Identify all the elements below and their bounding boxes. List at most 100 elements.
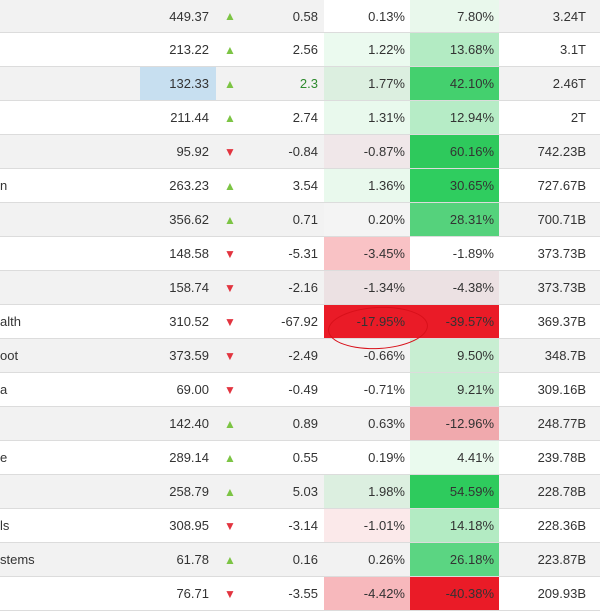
price-cell: 148.58 xyxy=(140,236,216,271)
market-cap-cell: 228.36B xyxy=(499,508,600,543)
table-row[interactable]: stems 61.78 ▲ 0.16 0.26% 26.18% 223.87B xyxy=(0,542,600,577)
company-name xyxy=(0,32,140,67)
ytd-change-cell: 12.94% xyxy=(410,100,499,135)
triangle-up-icon: ▲ xyxy=(216,440,244,475)
ytd-change-cell: 9.21% xyxy=(410,372,499,407)
company-name xyxy=(0,202,140,237)
percent-change-cell: -17.95% xyxy=(324,304,410,339)
table-row[interactable]: e 289.14 ▲ 0.55 0.19% 4.41% 239.78B xyxy=(0,440,600,475)
percent-change-cell: 0.26% xyxy=(324,542,410,577)
ytd-change-cell: 60.16% xyxy=(410,134,499,169)
table-row[interactable]: 449.37 ▲ 0.58 0.13% 7.80% 3.24T xyxy=(0,0,600,33)
price-cell: 310.52 xyxy=(140,304,216,339)
ytd-change-cell: -39.57% xyxy=(410,304,499,339)
price-cell: 95.92 xyxy=(140,134,216,169)
triangle-up-icon: ▲ xyxy=(216,168,244,203)
company-name xyxy=(0,134,140,169)
change-cell: -67.92 xyxy=(244,304,324,339)
price-cell: 61.78 xyxy=(140,542,216,577)
table-row[interactable]: 76.71 ▼ -3.55 -4.42% -40.38% 209.93B xyxy=(0,576,600,611)
price-cell: 289.14 xyxy=(140,440,216,475)
table-row[interactable]: 148.58 ▼ -5.31 -3.45% -1.89% 373.73B xyxy=(0,236,600,271)
ytd-change-cell: 9.50% xyxy=(410,338,499,373)
table-row[interactable]: 158.74 ▼ -2.16 -1.34% -4.38% 373.73B xyxy=(0,270,600,305)
table-row[interactable]: oot 373.59 ▼ -2.49 -0.66% 9.50% 348.7B xyxy=(0,338,600,373)
triangle-down-icon: ▼ xyxy=(216,576,244,611)
table-row[interactable]: 95.92 ▼ -0.84 -0.87% 60.16% 742.23B xyxy=(0,134,600,169)
change-cell: 0.71 xyxy=(244,202,324,237)
triangle-up-icon: ▲ xyxy=(216,202,244,237)
change-cell: 0.58 xyxy=(244,0,324,33)
ytd-change-cell: 30.65% xyxy=(410,168,499,203)
percent-change-cell: -1.34% xyxy=(324,270,410,305)
change-cell: 0.89 xyxy=(244,406,324,441)
table-row[interactable]: alth 310.52 ▼ -67.92 -17.95% -39.57% 369.37B xyxy=(0,304,600,339)
change-cell: 3.54 xyxy=(244,168,324,203)
company-name: oot xyxy=(0,338,140,373)
change-cell: -0.84 xyxy=(244,134,324,169)
ytd-change-cell: 28.31% xyxy=(410,202,499,237)
percent-change-cell: 0.63% xyxy=(324,406,410,441)
table-row[interactable]: 213.22 ▲ 2.56 1.22% 13.68% 3.1T xyxy=(0,32,600,67)
table-row[interactable]: 258.79 ▲ 5.03 1.98% 54.59% 228.78B xyxy=(0,474,600,509)
percent-change-cell: 0.19% xyxy=(324,440,410,475)
percent-change-cell: 1.22% xyxy=(324,32,410,67)
ytd-change-cell: 54.59% xyxy=(410,474,499,509)
table-row[interactable]: ls 308.95 ▼ -3.14 -1.01% 14.18% 228.36B xyxy=(0,508,600,543)
market-cap-cell: 209.93B xyxy=(499,576,600,611)
ytd-change-cell: -12.96% xyxy=(410,406,499,441)
triangle-down-icon: ▼ xyxy=(216,134,244,169)
percent-change-cell: -0.71% xyxy=(324,372,410,407)
change-cell: 0.55 xyxy=(244,440,324,475)
market-cap-cell: 373.73B xyxy=(499,270,600,305)
price-cell: 373.59 xyxy=(140,338,216,373)
price-cell: 76.71 xyxy=(140,576,216,611)
triangle-up-icon: ▲ xyxy=(216,100,244,135)
percent-change-cell: 1.31% xyxy=(324,100,410,135)
triangle-up-icon: ▲ xyxy=(216,66,244,101)
table-row[interactable]: 132.33 ▲ 2.3 1.77% 42.10% 2.46T xyxy=(0,66,600,101)
percent-change-cell: 1.98% xyxy=(324,474,410,509)
market-cap-cell: 727.67B xyxy=(499,168,600,203)
table-row[interactable]: 142.40 ▲ 0.89 0.63% -12.96% 248.77B xyxy=(0,406,600,441)
company-name: alth xyxy=(0,304,140,339)
company-name xyxy=(0,236,140,271)
price-cell: 213.22 xyxy=(140,32,216,67)
market-cap-cell: 239.78B xyxy=(499,440,600,475)
triangle-down-icon: ▼ xyxy=(216,236,244,271)
percent-change-cell: 0.13% xyxy=(324,0,410,33)
ytd-change-cell: 4.41% xyxy=(410,440,499,475)
change-cell: -3.55 xyxy=(244,576,324,611)
market-cap-cell: 3.1T xyxy=(499,32,600,67)
company-name: ls xyxy=(0,508,140,543)
percent-change-cell: -0.87% xyxy=(324,134,410,169)
market-cap-cell: 2.46T xyxy=(499,66,600,101)
triangle-down-icon: ▼ xyxy=(216,338,244,373)
ytd-change-cell: 14.18% xyxy=(410,508,499,543)
change-cell: -5.31 xyxy=(244,236,324,271)
company-name: a xyxy=(0,372,140,407)
table-row[interactable]: a 69.00 ▼ -0.49 -0.71% 9.21% 309.16B xyxy=(0,372,600,407)
market-cap-cell: 369.37B xyxy=(499,304,600,339)
company-name xyxy=(0,0,140,33)
company-name xyxy=(0,100,140,135)
table-row[interactable]: 356.62 ▲ 0.71 0.20% 28.31% 700.71B xyxy=(0,202,600,237)
change-cell: -0.49 xyxy=(244,372,324,407)
company-name: e xyxy=(0,440,140,475)
market-cap-cell: 223.87B xyxy=(499,542,600,577)
ytd-change-cell: 7.80% xyxy=(410,0,499,33)
percent-change-cell: 1.77% xyxy=(324,66,410,101)
market-cap-cell: 700.71B xyxy=(499,202,600,237)
market-cap-cell: 742.23B xyxy=(499,134,600,169)
percent-change-cell: 1.36% xyxy=(324,168,410,203)
percent-change-cell: -3.45% xyxy=(324,236,410,271)
percent-change-cell: -1.01% xyxy=(324,508,410,543)
market-cap-cell: 2T xyxy=(499,100,600,135)
company-name: n xyxy=(0,168,140,203)
percent-change-cell: -4.42% xyxy=(324,576,410,611)
triangle-up-icon: ▲ xyxy=(216,542,244,577)
triangle-up-icon: ▲ xyxy=(216,406,244,441)
table-row[interactable]: 211.44 ▲ 2.74 1.31% 12.94% 2T xyxy=(0,100,600,135)
ytd-change-cell: -1.89% xyxy=(410,236,499,271)
table-row[interactable]: n 263.23 ▲ 3.54 1.36% 30.65% 727.67B xyxy=(0,168,600,203)
